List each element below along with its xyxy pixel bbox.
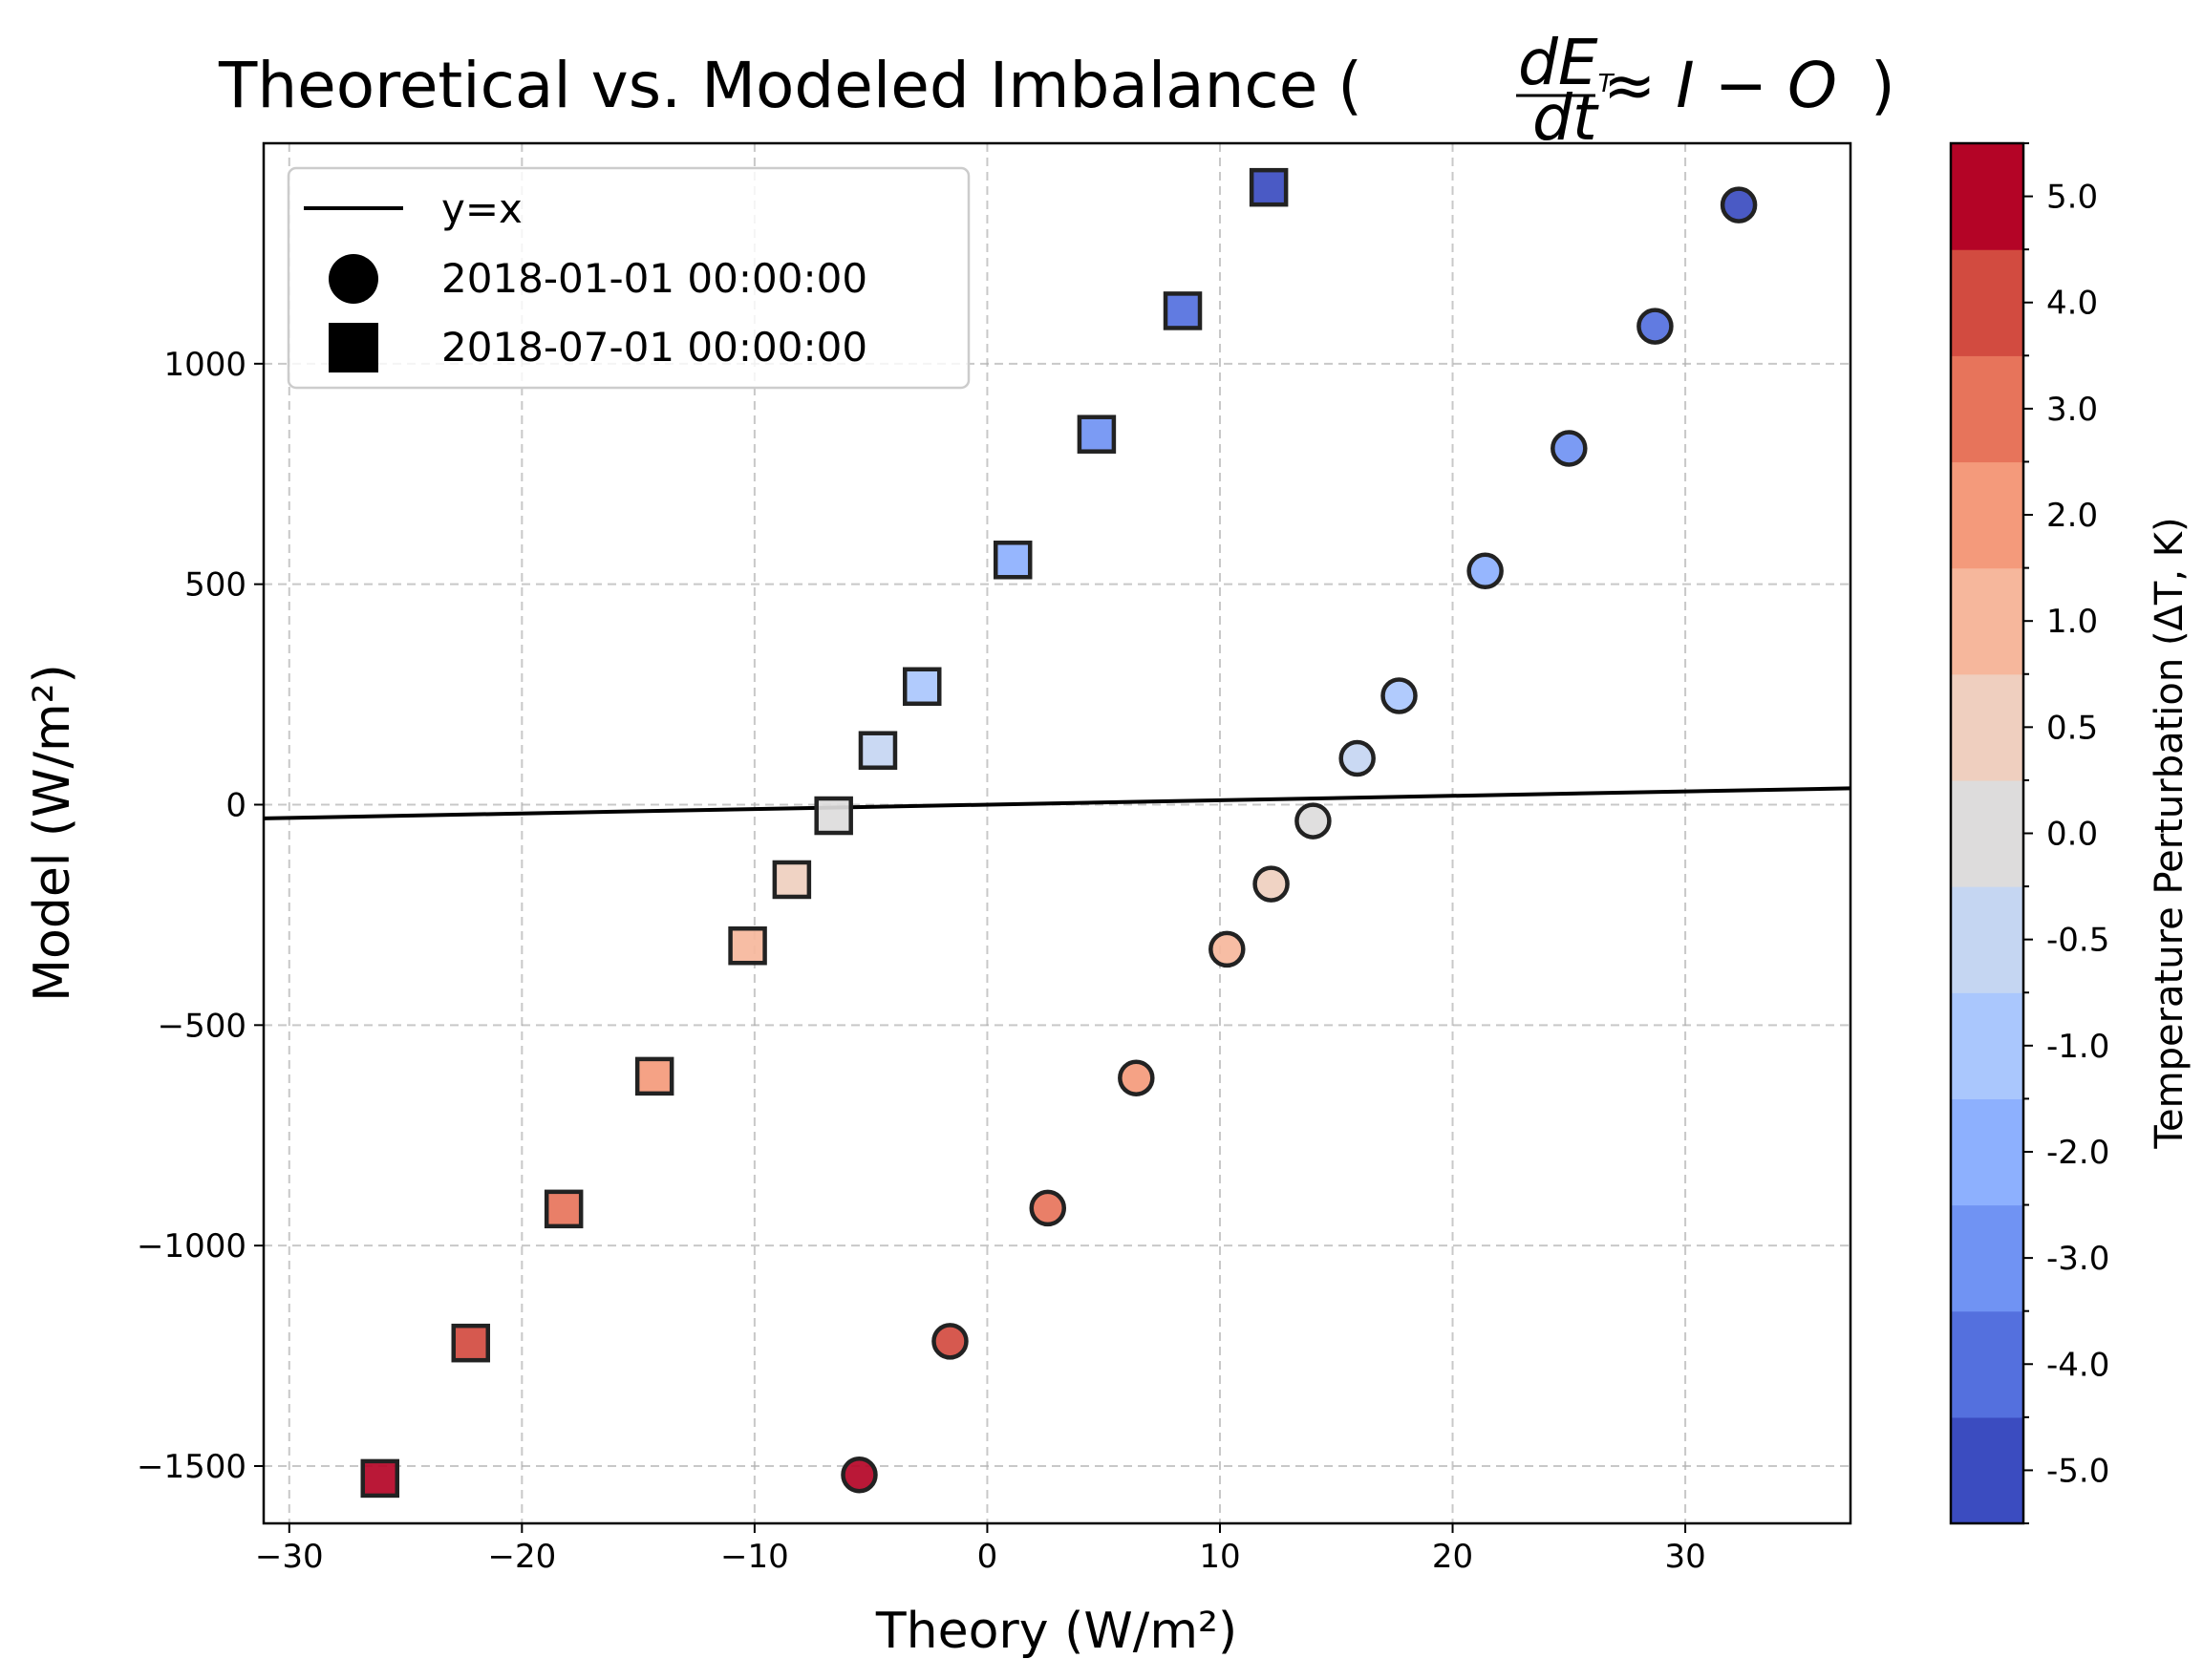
data-point-square xyxy=(1077,415,1117,454)
colorbar-segment xyxy=(1951,1416,2023,1524)
colorbar-segment xyxy=(1951,673,2023,781)
colorbar-tick-label: -3.0 xyxy=(2046,1240,2109,1278)
colorbar-tick-label: -4.0 xyxy=(2046,1346,2109,1384)
legend-label-yx: y=x xyxy=(441,185,523,232)
data-point-circle xyxy=(1636,308,1674,345)
data-point-square xyxy=(1163,291,1203,330)
data-point-circle xyxy=(1551,430,1588,467)
x-tick-label: 20 xyxy=(1432,1538,1473,1576)
data-point-circle xyxy=(1380,677,1418,714)
colorbar-tick-label: -1.0 xyxy=(2046,1028,2109,1066)
reference-line-y-equals-x xyxy=(263,786,1851,820)
title-close-paren: ) xyxy=(1871,49,1895,122)
x-tick-label: −10 xyxy=(720,1538,789,1576)
chart-title-text: Theoretical vs. Modeled Imbalance ( xyxy=(218,49,1362,122)
data-point-square xyxy=(1249,167,1289,207)
data-point-square xyxy=(993,541,1033,580)
data-point-square xyxy=(814,796,853,836)
legend-circle-marker xyxy=(329,254,378,304)
colorbar-segment xyxy=(1951,355,2023,463)
y-axis-ticks: −1500 −1000 −500 0 500 1000 xyxy=(137,346,264,1486)
data-point-circle xyxy=(841,1456,878,1494)
data-point-square xyxy=(858,731,898,770)
colorbar-tick-label: -5.0 xyxy=(2046,1452,2109,1490)
colorbar-tick-label: 0.0 xyxy=(2046,816,2098,854)
chart-title: Theoretical vs. Modeled Imbalance ( dET … xyxy=(218,26,1895,155)
y-tick-label: 1000 xyxy=(163,346,246,384)
colorbar-tick-label: 4.0 xyxy=(2046,285,2098,323)
data-point-square xyxy=(728,925,767,966)
colorbar-tick-label: -0.5 xyxy=(2046,922,2109,960)
colorbar-segment xyxy=(1951,461,2023,569)
colorbar-tick-label: 0.5 xyxy=(2046,709,2098,747)
data-point-circle xyxy=(1252,865,1290,903)
data-point-circle xyxy=(931,1323,969,1360)
plot-frame xyxy=(262,141,1852,1525)
data-point-circle xyxy=(1338,739,1376,777)
x-tick-label: −20 xyxy=(487,1538,556,1576)
legend-label-july: 2018-07-01 00:00:00 xyxy=(441,324,867,371)
colorbar-tick-label: 2.0 xyxy=(2046,497,2098,535)
colorbar-segment xyxy=(1951,886,2023,993)
colorbar-tick-label: 1.0 xyxy=(2046,603,2098,641)
data-point-square xyxy=(634,1056,674,1096)
y-axis-title: Model (W/m²) xyxy=(24,664,81,1002)
data-point-square xyxy=(772,860,812,900)
data-point-circle xyxy=(1720,186,1758,223)
y-tick-label: −1500 xyxy=(137,1448,246,1486)
title-math-rest: ≈ I − O xyxy=(1603,49,1837,122)
colorbar: -5.0 -4.0 -3.0 -2.0 -1.0 -0.5 0.0 0.5 1.0 2.0 3.0 4… xyxy=(1949,141,2109,1525)
data-point-circle xyxy=(1294,802,1332,840)
data-point-circle xyxy=(1466,552,1504,590)
colorbar-segment xyxy=(1951,1098,2023,1206)
colorbar-segment xyxy=(1951,567,2023,675)
legend-label-january: 2018-01-01 00:00:00 xyxy=(441,255,867,302)
x-tick-label: −30 xyxy=(255,1538,324,1576)
data-point-square xyxy=(451,1323,491,1363)
data-point-square xyxy=(902,667,942,707)
colorbar-segment xyxy=(1951,143,2023,250)
y-tick-label: −1000 xyxy=(137,1227,246,1265)
title-frac-numerator: dET xyxy=(1518,26,1615,99)
data-point-circle xyxy=(1029,1189,1067,1227)
data-point-square xyxy=(360,1458,400,1499)
x-tick-label: 0 xyxy=(977,1538,998,1576)
colorbar-tick-label: 3.0 xyxy=(2046,391,2098,429)
y-tick-label: −500 xyxy=(158,1007,246,1045)
colorbar-label: Temperature Perturbation (ΔT, K) xyxy=(2148,517,2192,1149)
data-point-circle xyxy=(1208,930,1246,968)
legend: y=x 2018-01-01 00:00:00 2018-07-01 00:00… xyxy=(287,166,971,390)
colorbar-segment xyxy=(1951,992,2023,1099)
x-tick-label: 10 xyxy=(1199,1538,1240,1576)
colorbar-segment xyxy=(1951,779,2023,887)
x-axis-title: Theory (W/m²) xyxy=(875,1603,1237,1660)
y-tick-label: 500 xyxy=(184,566,246,605)
legend-box xyxy=(287,166,971,390)
x-tick-label: 30 xyxy=(1664,1538,1705,1576)
colorbar-segment xyxy=(1951,249,2023,356)
colorbar-segment xyxy=(1951,1310,2023,1418)
data-points xyxy=(360,167,1758,1499)
colorbar-tick-label: 5.0 xyxy=(2046,179,2098,217)
grid-lines xyxy=(264,143,1850,1523)
data-point-square xyxy=(544,1189,584,1229)
colorbar-segment xyxy=(1951,1204,2023,1312)
y-tick-label: 0 xyxy=(225,786,246,824)
colorbar-tick-label: -2.0 xyxy=(2046,1134,2109,1172)
x-axis-ticks: −30 −20 −10 0 10 20 30 xyxy=(255,1523,1706,1576)
legend-square-marker xyxy=(329,323,378,372)
reference-line-layer xyxy=(263,786,1851,820)
data-point-circle xyxy=(1118,1059,1155,1096)
